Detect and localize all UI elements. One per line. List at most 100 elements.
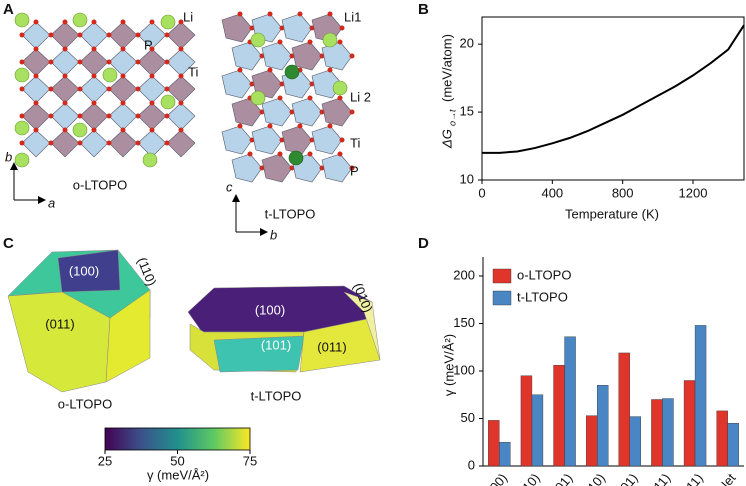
polyhedron <box>251 125 283 155</box>
oxygen <box>277 151 283 157</box>
oxygen <box>33 73 39 79</box>
oxygen <box>327 67 333 73</box>
x-tick-label: (011) <box>643 470 673 486</box>
lithium <box>250 32 266 48</box>
oxygen <box>33 100 39 106</box>
oxygen <box>62 19 68 25</box>
oxygen <box>19 113 25 119</box>
y-tick-label: 150 <box>453 315 475 330</box>
lithium <box>322 32 338 48</box>
oxygen <box>337 39 343 45</box>
oxygen <box>164 59 170 65</box>
oxygen <box>135 113 141 119</box>
oxygen <box>106 59 112 65</box>
lithium <box>72 12 88 28</box>
y-tick-label: 20 <box>460 36 474 51</box>
oxygen <box>62 46 68 52</box>
atom-label: Li <box>183 9 193 24</box>
facet <box>213 335 305 373</box>
facet <box>57 249 121 293</box>
legend-swatch <box>492 268 512 284</box>
oxygen <box>307 39 313 45</box>
oxygen <box>149 100 155 106</box>
line <box>482 24 745 154</box>
oxygen <box>267 123 273 129</box>
y-tick-label: 50 <box>461 410 475 425</box>
legend-swatch <box>492 290 512 306</box>
oxygen <box>19 32 25 38</box>
polyhedron <box>79 21 109 50</box>
polyhedron <box>261 41 293 71</box>
oxygen <box>91 73 97 79</box>
oxygen <box>178 73 184 79</box>
axis-label: b <box>5 149 12 164</box>
atom-label: Li 2 <box>350 89 371 104</box>
oxygen <box>62 73 68 79</box>
oxygen <box>297 123 303 129</box>
oxygen <box>297 11 303 17</box>
polyhedron <box>311 125 343 155</box>
oxygen <box>77 140 83 146</box>
lithium <box>332 80 348 96</box>
bar <box>499 442 511 467</box>
bar <box>553 365 565 467</box>
x-tick-label: (100) <box>479 470 510 486</box>
oxygen <box>62 100 68 106</box>
oxygen <box>77 32 83 38</box>
axis-label: b <box>270 227 277 242</box>
oxygen <box>237 67 243 73</box>
polyhedron <box>21 129 51 158</box>
polyhedron <box>261 97 293 127</box>
y-tick-label: 15 <box>460 104 474 119</box>
oxygen <box>349 53 355 59</box>
bar <box>564 336 576 467</box>
oxygen <box>19 59 25 65</box>
bar <box>596 385 609 467</box>
panel-label: D <box>418 235 429 252</box>
oxygen <box>178 127 184 133</box>
oxygen <box>120 100 126 106</box>
oxygen <box>149 19 155 25</box>
oxygen <box>277 95 283 101</box>
lithium <box>14 12 30 28</box>
facet-label: (100) <box>255 302 285 317</box>
x-tick-label: (101) <box>610 470 641 486</box>
oxygen <box>135 32 141 38</box>
polyhedron <box>108 21 138 50</box>
x-tick-label: Net <box>714 470 739 486</box>
oxygen <box>48 32 54 38</box>
oxygen <box>91 100 97 106</box>
lithium <box>250 90 266 106</box>
oxygen <box>339 137 345 143</box>
legend-label: o-LTOPO <box>517 267 571 282</box>
polyhedron <box>108 102 138 131</box>
lithium <box>102 67 118 83</box>
bar <box>488 420 500 467</box>
oxygen <box>77 59 83 65</box>
atom-label: Li1 <box>344 9 361 24</box>
polyhedron <box>50 21 80 50</box>
panel-label: C <box>3 235 14 252</box>
lithium <box>160 94 176 110</box>
polyhedron <box>137 102 167 131</box>
polyhedron <box>166 48 196 77</box>
atom-label: Ti <box>188 64 198 79</box>
polyhedron <box>221 13 253 43</box>
facet-label: (011) <box>45 316 74 331</box>
polyhedron <box>50 48 80 77</box>
bar <box>585 415 598 467</box>
axis-label: c <box>226 179 233 194</box>
lithium <box>160 14 176 30</box>
facet-label: (101) <box>261 337 291 352</box>
y-tick-label: 0 <box>468 457 475 472</box>
oxygen <box>164 113 170 119</box>
oxygen <box>106 113 112 119</box>
oxygen <box>267 11 273 17</box>
oxygen <box>33 127 39 133</box>
oxygen <box>106 140 112 146</box>
y-axis-label-subscript: o→t <box>447 109 457 126</box>
atom-label: Ti <box>350 135 360 150</box>
oxygen <box>19 140 25 146</box>
facet <box>105 289 151 383</box>
